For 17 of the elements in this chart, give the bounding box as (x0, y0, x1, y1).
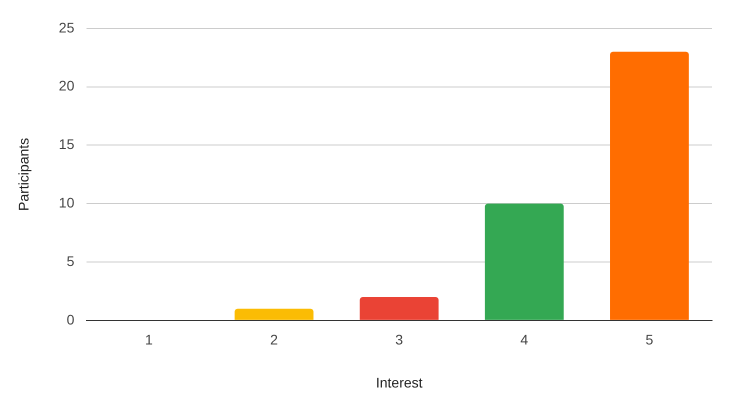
x-tick-label: 1 (145, 332, 154, 348)
x-tick-label: 4 (520, 332, 528, 348)
bar (610, 52, 689, 320)
bar (360, 297, 439, 320)
y-axis-title: Participants (15, 138, 32, 211)
x-tick-label: 5 (646, 332, 654, 348)
x-tick-label: 2 (270, 332, 278, 348)
y-tick-label: 15 (58, 136, 75, 152)
x-tick-label: 3 (395, 332, 404, 348)
bar (484, 204, 564, 320)
y-tick-label: 10 (58, 194, 75, 210)
y-tick-label: 0 (66, 311, 75, 328)
bar (234, 308, 314, 320)
y-tick-label: 5 (66, 252, 75, 269)
y-tick-label: 20 (58, 78, 75, 94)
y-tick-label: 25 (58, 19, 75, 36)
x-axis-title: Interest (376, 374, 423, 390)
